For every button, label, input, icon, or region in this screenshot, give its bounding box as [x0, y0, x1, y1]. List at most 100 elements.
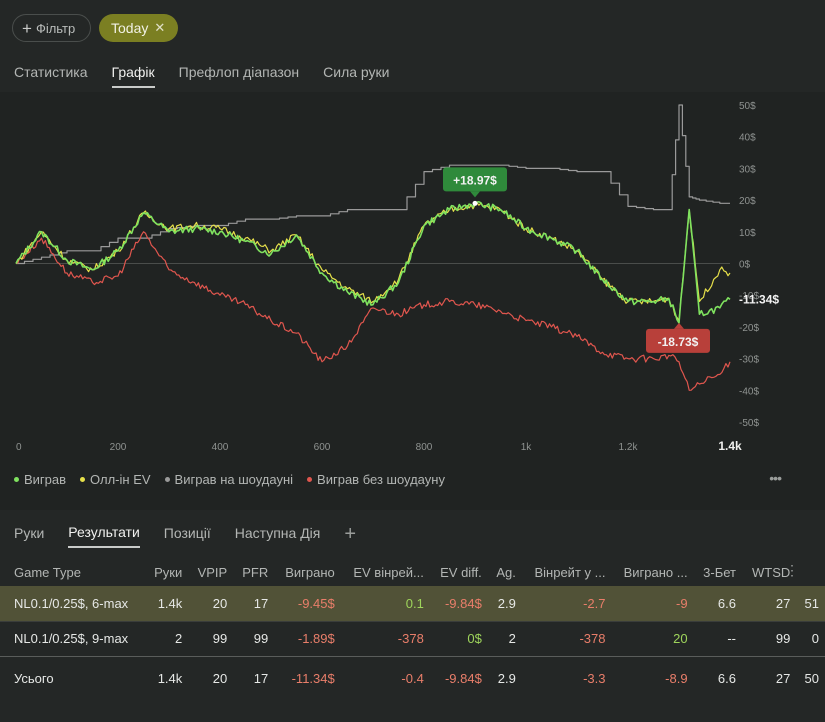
- tab-positions[interactable]: Позиції: [163, 525, 211, 541]
- cell-vpip: 99: [188, 620, 234, 656]
- close-icon[interactable]: ✕: [154, 20, 166, 35]
- col-won-2[interactable]: Виграно ...: [623, 564, 688, 580]
- tab-hands[interactable]: Руки: [14, 525, 45, 541]
- cell-total-label: Усього: [0, 655, 145, 700]
- legend-item[interactable]: Виграв на шоудауні: [164, 472, 294, 487]
- max-callout-box: [443, 167, 507, 192]
- min-callout-box: [646, 328, 710, 353]
- more-icon[interactable]: •••: [769, 470, 782, 486]
- cell-ev-diff: -9.84$: [429, 586, 488, 621]
- cell-3bet: 6.6: [693, 655, 742, 700]
- x-tick-label: 1k: [521, 442, 533, 453]
- col-pct[interactable]: %: [796, 558, 825, 586]
- cell-ev-winrate: -0.4: [340, 655, 430, 700]
- legend-dot-icon: [307, 477, 313, 482]
- more-vertical-icon[interactable]: ⋮: [785, 562, 799, 578]
- legend-item[interactable]: Виграв без шоудауну: [307, 472, 445, 487]
- bottom-tabs: Руки Результати Позиції Наступна Дія +: [14, 522, 357, 548]
- tab-statistics[interactable]: Статистика: [14, 64, 88, 80]
- col-hands[interactable]: Руки: [154, 564, 183, 580]
- min-callout-label: -18.73$: [658, 335, 699, 349]
- x-tick-label: 0: [16, 442, 22, 453]
- cell-won: -11.34$: [274, 655, 341, 700]
- cell-game-type: NL0.1/0.25$, 9-max: [0, 620, 145, 656]
- results-table: Game Type Руки VPIP PFR Виграно EV вінре…: [0, 558, 825, 700]
- cell-wtsd: 27: [742, 586, 797, 621]
- cell-winrate: -3.3: [521, 655, 612, 700]
- y-tick-label: 10$: [739, 228, 756, 239]
- col-ag[interactable]: Ag.: [496, 564, 516, 580]
- x-tick-label: 800: [416, 442, 433, 453]
- table-row[interactable]: NL0.1/0.25$, 6-max 1.4k 20 17 -9.45$ 0.1…: [0, 586, 825, 621]
- table-row[interactable]: NL0.1/0.25$, 9-max 2 99 99 -1.89$ -378 0…: [0, 620, 825, 656]
- graph-panel: 50$ 40$ 30$ 20$ 10$ 0$ -10$ -20$ -30$ -40$ -50$ 0 20…: [0, 92, 825, 510]
- cell-ag: 2: [487, 620, 522, 656]
- y-tick-label: -40$: [739, 386, 759, 397]
- table-header-row: Game Type Руки VPIP PFR Виграно EV вінре…: [0, 558, 825, 586]
- max-callout-arrow: [470, 191, 480, 198]
- legend-label: Олл-ін EV: [90, 472, 151, 487]
- cell-winrate: -378: [521, 620, 612, 656]
- legend-dot-icon: [164, 477, 170, 482]
- cell-3bet: 6.6: [693, 586, 742, 621]
- add-tab-icon[interactable]: +: [344, 522, 357, 545]
- cell-hands: 1.4k: [144, 655, 189, 700]
- plus-icon: +: [22, 18, 32, 38]
- x-tick-label: 1.4k: [718, 439, 742, 453]
- col-winrate[interactable]: Вінрейт у ...: [534, 564, 606, 580]
- x-tick-label: 600: [314, 442, 331, 453]
- date-filter-chip[interactable]: Today ✕: [99, 14, 178, 42]
- y-tick-label: 20$: [739, 196, 756, 207]
- tab-next-action[interactable]: Наступна Дія: [234, 525, 321, 541]
- y-tick-label: 40$: [739, 133, 756, 144]
- y-tick-label: -20$: [739, 323, 759, 334]
- col-game-type[interactable]: Game Type: [14, 564, 81, 580]
- cell-won-2: -8.9: [611, 655, 694, 700]
- legend-item[interactable]: Виграв: [14, 472, 66, 487]
- cell-ag: 2.9: [487, 586, 522, 621]
- col-vpip[interactable]: VPIP: [197, 564, 228, 580]
- tab-hand-strength[interactable]: Сила руки: [323, 64, 390, 80]
- y-tick-label: -30$: [739, 355, 759, 366]
- col-won[interactable]: Виграно: [285, 564, 335, 580]
- max-point: [472, 200, 478, 206]
- profit-chart[interactable]: 50$ 40$ 30$ 20$ 10$ 0$ -10$ -20$ -30$ -40$ -50$ 0 20…: [0, 92, 825, 462]
- y-tick-label: 50$: [739, 101, 756, 112]
- table-total-row: Усього 1.4k 20 17 -11.34$ -0.4 -9.84$ 2.…: [0, 655, 825, 700]
- x-tick-label: 1.2k: [619, 442, 639, 453]
- cell-ag: 2.9: [487, 655, 522, 700]
- max-callout-label: +18.97$: [453, 173, 497, 187]
- series-line-2: [16, 104, 730, 265]
- cell-pct: 51: [796, 586, 825, 621]
- filter-button[interactable]: + Фільтр: [12, 14, 91, 42]
- tab-results[interactable]: Результати: [68, 524, 140, 548]
- tab-graph[interactable]: Графік: [111, 64, 155, 88]
- filter-label: Фільтр: [35, 20, 76, 36]
- cell-wtsd: 27: [742, 655, 797, 700]
- col-wtsd[interactable]: WTSD: [752, 564, 791, 580]
- cell-pct: 0: [796, 620, 825, 656]
- legend-label: Виграв без шоудауну: [317, 472, 445, 487]
- series-line-0: [15, 201, 731, 324]
- cell-hands: 1.4k: [144, 586, 189, 621]
- col-pfr[interactable]: PFR: [242, 564, 269, 580]
- cell-ev-diff: -9.84$: [429, 655, 488, 700]
- tab-preflop-range[interactable]: Префлоп діапазон: [178, 64, 300, 80]
- col-ev-winrate[interactable]: EV вінрей...: [353, 564, 424, 580]
- y-tick-label: -50$: [739, 418, 759, 429]
- cell-ev-diff: 0$: [429, 620, 488, 656]
- cell-wtsd: 99: [742, 620, 797, 656]
- cell-won: -1.89$: [274, 620, 341, 656]
- cell-pfr: 17: [233, 655, 275, 700]
- chart-legend: Виграв Олл-ін EV Виграв на шоудауні Виграв …: [14, 472, 459, 487]
- legend-label: Виграв: [24, 472, 67, 487]
- cell-game-type: NL0.1/0.25$, 6-max: [0, 586, 145, 621]
- legend-item[interactable]: Олл-ін EV: [80, 472, 151, 487]
- cell-hands: 2: [144, 620, 189, 656]
- legend-label: Виграв на шоудауні: [174, 472, 294, 487]
- cell-vpip: 20: [188, 655, 234, 700]
- cell-ev-winrate: 0.1: [340, 586, 430, 621]
- col-3bet[interactable]: 3-Бет: [703, 564, 736, 580]
- y-tick-label: -10$: [739, 291, 759, 302]
- col-ev-diff[interactable]: EV diff.: [440, 564, 482, 580]
